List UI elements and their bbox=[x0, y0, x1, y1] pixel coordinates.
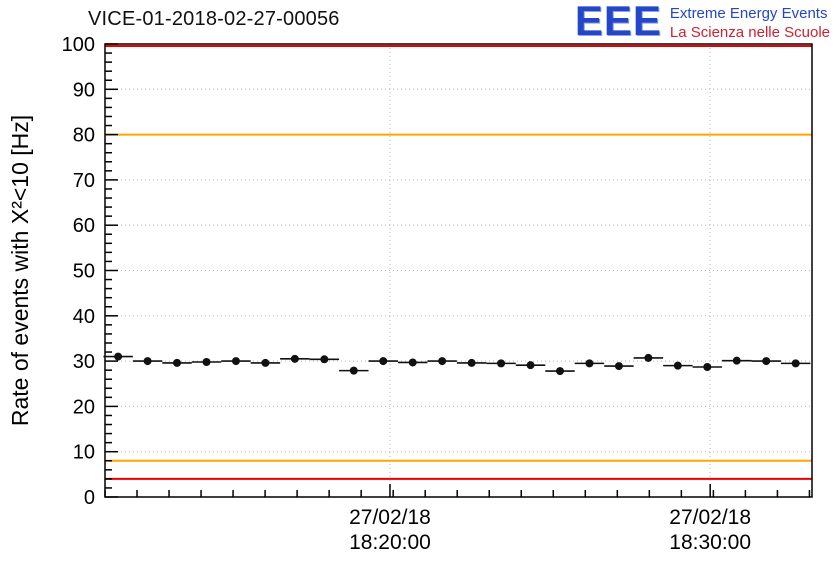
x-tick-label-date: 27/02/18 bbox=[349, 506, 431, 529]
data-point bbox=[162, 358, 192, 367]
data-point bbox=[132, 357, 163, 366]
point-marker bbox=[143, 357, 152, 366]
y-tick-label: 40 bbox=[73, 306, 95, 328]
data-point bbox=[633, 353, 664, 362]
y-tick-label: 70 bbox=[73, 170, 95, 192]
eee-logo: EEE Extreme Energy Events La Scienza nel… bbox=[574, 0, 830, 44]
point-marker bbox=[290, 354, 299, 363]
y-tick-label: 50 bbox=[73, 261, 95, 283]
point-marker bbox=[467, 358, 476, 367]
data-point bbox=[663, 361, 693, 370]
point-marker bbox=[703, 362, 712, 371]
x-tick-label-time: 18:30:00 bbox=[669, 531, 751, 554]
point-marker bbox=[173, 358, 182, 367]
point-marker bbox=[261, 358, 270, 367]
data-point bbox=[515, 361, 546, 370]
y-axis: 0 10 20 30 40 50 60 70 80 90 100 bbox=[62, 34, 118, 509]
logo-line2: La Scienza nelle Scuole bbox=[669, 23, 830, 41]
point-marker bbox=[231, 357, 240, 366]
data-point bbox=[339, 366, 369, 375]
y-tick-label: 80 bbox=[73, 125, 95, 147]
data-point bbox=[574, 359, 605, 368]
y-tick-label: 100 bbox=[62, 34, 95, 56]
point-marker bbox=[349, 366, 358, 375]
data-point bbox=[456, 358, 487, 367]
point-marker bbox=[732, 356, 741, 365]
data-point bbox=[250, 358, 281, 367]
point-marker bbox=[791, 359, 800, 368]
data-point bbox=[103, 352, 133, 361]
point-marker bbox=[556, 367, 565, 376]
eee-logo-text: Extreme Energy Events La Scienza nelle S… bbox=[670, 2, 830, 43]
data-series bbox=[103, 352, 811, 376]
point-marker bbox=[114, 352, 123, 361]
y-tick-label: 20 bbox=[73, 396, 95, 418]
y-tick-label: 10 bbox=[73, 442, 95, 464]
point-marker bbox=[614, 362, 623, 371]
point-marker bbox=[438, 357, 447, 366]
point-marker bbox=[762, 357, 771, 366]
x-tick-label-time: 18:20:00 bbox=[349, 531, 431, 554]
data-point bbox=[751, 357, 781, 366]
plot-title: VICE-01-2018-02-27-00056 bbox=[88, 8, 340, 30]
point-marker bbox=[497, 359, 506, 368]
data-point bbox=[221, 357, 251, 366]
data-point bbox=[722, 356, 752, 365]
data-point bbox=[486, 359, 516, 368]
y-tick-label: 90 bbox=[73, 79, 95, 101]
y-tick-label: 30 bbox=[73, 351, 95, 373]
y-axis-label: Rate of events with X²<10 [Hz] bbox=[7, 115, 33, 426]
y-tick-label: 0 bbox=[84, 487, 95, 509]
eee-logo-acronym: EEE bbox=[574, 0, 662, 44]
data-point bbox=[191, 358, 222, 367]
data-point bbox=[397, 358, 428, 367]
point-marker bbox=[202, 358, 211, 367]
threshold-lines bbox=[105, 45, 812, 480]
logo-line1: Extreme Energy Events bbox=[669, 5, 828, 22]
data-point bbox=[780, 359, 811, 368]
data-point bbox=[309, 355, 340, 364]
point-marker bbox=[408, 358, 417, 367]
data-point bbox=[427, 357, 457, 366]
x-tick-label-date: 27/02/18 bbox=[669, 506, 751, 529]
gridlines bbox=[105, 44, 812, 497]
y-tick-label: 60 bbox=[73, 215, 95, 237]
point-marker bbox=[526, 361, 535, 370]
data-point bbox=[604, 362, 634, 371]
point-marker bbox=[644, 353, 653, 362]
point-marker bbox=[379, 357, 388, 366]
data-point bbox=[692, 362, 723, 371]
point-marker bbox=[585, 359, 594, 368]
data-point bbox=[280, 354, 310, 363]
point-marker bbox=[673, 361, 682, 370]
point-marker bbox=[320, 355, 329, 364]
data-point bbox=[545, 367, 575, 376]
data-point bbox=[368, 357, 398, 366]
